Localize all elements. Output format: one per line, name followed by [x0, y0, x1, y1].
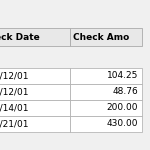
Text: 104.25: 104.25 — [107, 72, 138, 81]
Bar — [0, 28, 70, 46]
Bar — [70, 100, 142, 116]
Bar — [0, 68, 70, 84]
Text: eck Date: eck Date — [0, 33, 40, 42]
Bar — [0, 116, 70, 132]
Text: 4/14/01: 4/14/01 — [0, 103, 30, 112]
Bar — [70, 116, 142, 132]
Text: 430.00: 430.00 — [106, 120, 138, 129]
Text: 4/12/01: 4/12/01 — [0, 72, 30, 81]
Text: Check Amo: Check Amo — [73, 33, 129, 42]
Bar — [70, 84, 142, 100]
Text: 200.00: 200.00 — [106, 103, 138, 112]
Text: 4/21/01: 4/21/01 — [0, 120, 30, 129]
Bar — [70, 68, 142, 84]
Text: 48.76: 48.76 — [112, 87, 138, 96]
Bar — [0, 84, 70, 100]
Text: 4/12/01: 4/12/01 — [0, 87, 30, 96]
Bar — [0, 100, 70, 116]
Bar — [70, 28, 142, 46]
